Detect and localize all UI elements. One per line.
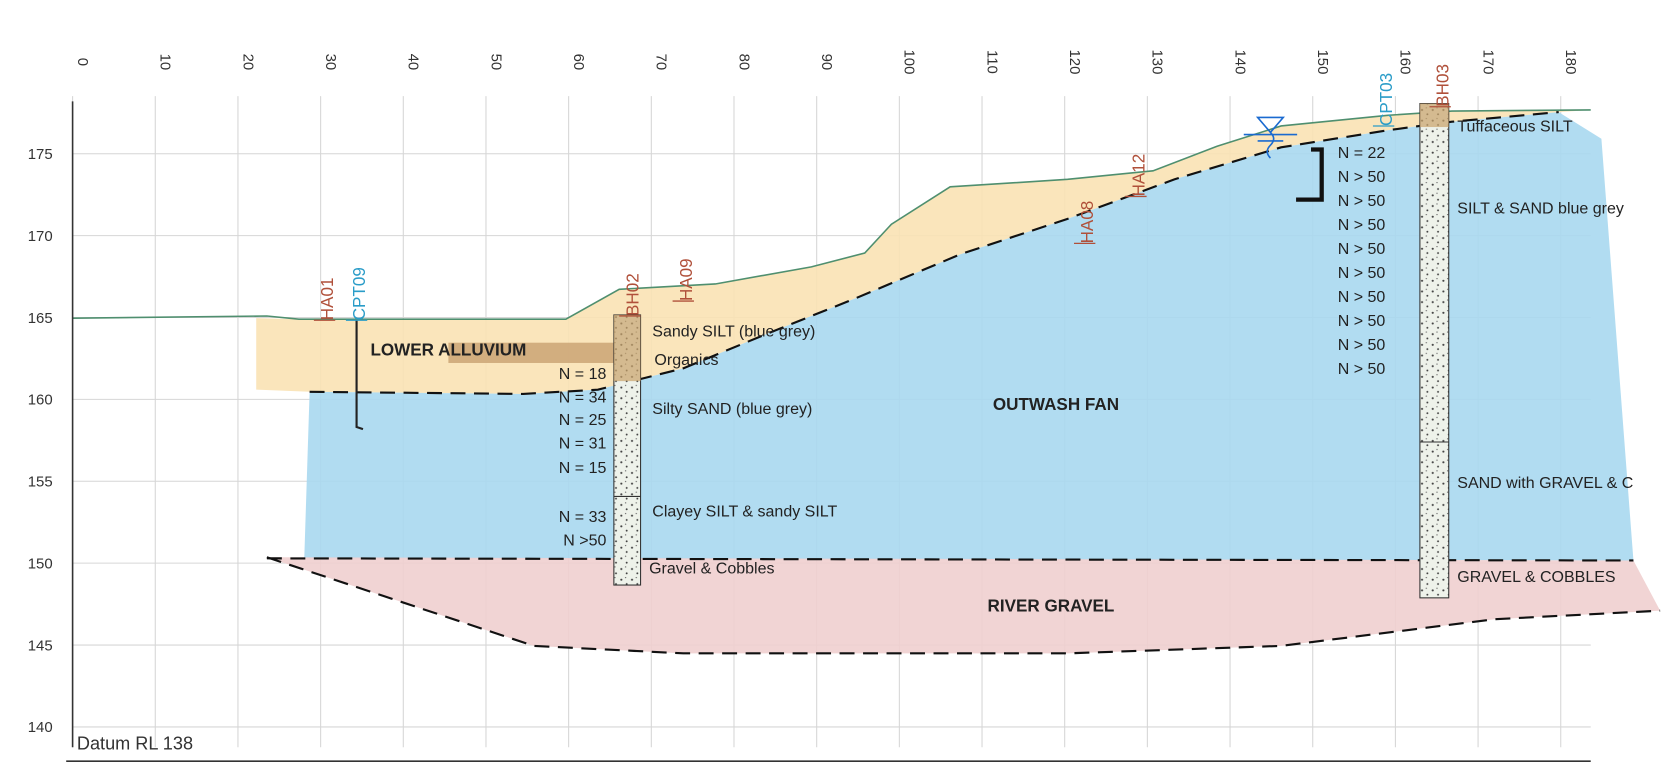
ground-surface — [72, 109, 1591, 321]
investigation-label: BH03 — [1434, 64, 1453, 107]
n-value: N > 50 — [1338, 193, 1386, 210]
n-value: N >50 — [563, 533, 606, 550]
x-label: 70 — [653, 54, 670, 71]
x-label: 120 — [1066, 49, 1083, 74]
labels: 0 10 20 30 40 50 60 70 80 90 100 110 120 130 140 150 160… — [28, 49, 1634, 736]
cpt09-trace — [355, 320, 364, 431]
n-value: N > 50 — [1338, 169, 1386, 186]
soil-label: GRAVEL & COBBLES — [1457, 569, 1615, 586]
n-value: N > 50 — [1338, 361, 1386, 378]
x-label: 180 — [1562, 49, 1579, 74]
bh03-column — [1419, 103, 1450, 599]
x-label: 30 — [322, 54, 339, 71]
n-value: N > 50 — [1338, 265, 1386, 282]
n-value: N = 25 — [559, 412, 607, 429]
n-value: N = 15 — [559, 460, 607, 477]
organics-band — [448, 342, 614, 363]
investigation-label: BH02 — [623, 273, 642, 316]
bh02-top — [613, 314, 641, 382]
x-label: 20 — [239, 54, 256, 71]
x-label: 100 — [901, 49, 918, 74]
x-label: 80 — [735, 54, 752, 71]
x-label: 140 — [1231, 49, 1248, 74]
investigation-label: CPT03 — [1377, 73, 1396, 126]
n-value: N = 34 — [559, 389, 607, 406]
unit-label: LOWER ALLUVIUM — [370, 341, 526, 360]
soil-label: Clayey SILT & sandy SILT — [652, 504, 837, 521]
n-value: N = 22 — [1338, 145, 1386, 162]
x-label: 50 — [487, 54, 504, 71]
soil-label: Sandy SILT (blue grey) — [652, 323, 815, 340]
x-label: 110 — [983, 50, 1000, 74]
pink-layer — [266, 557, 1661, 654]
investigation-label: HA08 — [1078, 201, 1097, 244]
soil-label: SILT & SAND blue grey — [1457, 201, 1624, 218]
investigation-label: HA12 — [1129, 154, 1148, 197]
soil-label: Silty SAND (blue grey) — [652, 401, 812, 418]
n-value: N > 50 — [1338, 241, 1386, 258]
bh03-top — [1419, 103, 1449, 128]
n-value: N = 18 — [559, 366, 607, 383]
soil-label: Organics — [654, 352, 718, 369]
x-label: 10 — [157, 54, 174, 71]
boundary-150 — [266, 557, 1634, 562]
y-label: 155 — [28, 474, 53, 491]
soil-label: Tuffaceous SILT — [1457, 118, 1573, 135]
unit-label: OUTWASH FAN — [993, 395, 1119, 414]
x-label: 170 — [1479, 49, 1496, 74]
y-label: 140 — [28, 719, 53, 736]
y-label: 145 — [28, 637, 53, 654]
n-value: N > 50 — [1338, 337, 1386, 354]
y-label: 175 — [28, 146, 53, 163]
n-value: N = 31 — [559, 435, 607, 452]
unit-label: RIVER GRAVEL — [988, 597, 1115, 616]
x-label: 90 — [818, 54, 835, 71]
soil-label: Gravel & Cobbles — [649, 560, 774, 577]
water-table — [1243, 116, 1298, 159]
x-label: 60 — [570, 54, 587, 71]
x-label: 0 — [74, 58, 91, 66]
soil-label: SAND with GRAVEL & C — [1457, 475, 1633, 492]
y-label: 150 — [28, 555, 53, 572]
x-label: 150 — [1314, 49, 1331, 74]
datum-label: Datum RL 138 — [77, 733, 193, 753]
investigation-label: HA09 — [677, 258, 696, 301]
investigation-label: HA01 — [318, 278, 337, 321]
boundary-upper — [309, 111, 1559, 396]
y-label: 165 — [28, 310, 53, 327]
x-label: 130 — [1149, 49, 1166, 74]
n-value: N = 33 — [559, 509, 607, 526]
y-label: 170 — [28, 228, 53, 245]
investigation-label: CPT09 — [350, 267, 369, 320]
bracket — [1296, 147, 1324, 202]
y-label: 160 — [28, 392, 53, 409]
n-value: N > 50 — [1338, 217, 1386, 234]
n-value: N > 50 — [1338, 289, 1386, 306]
n-value: N > 50 — [1338, 313, 1386, 330]
x-label: 160 — [1397, 49, 1414, 74]
x-label: 40 — [405, 54, 422, 71]
yellow-layer — [256, 109, 1591, 394]
